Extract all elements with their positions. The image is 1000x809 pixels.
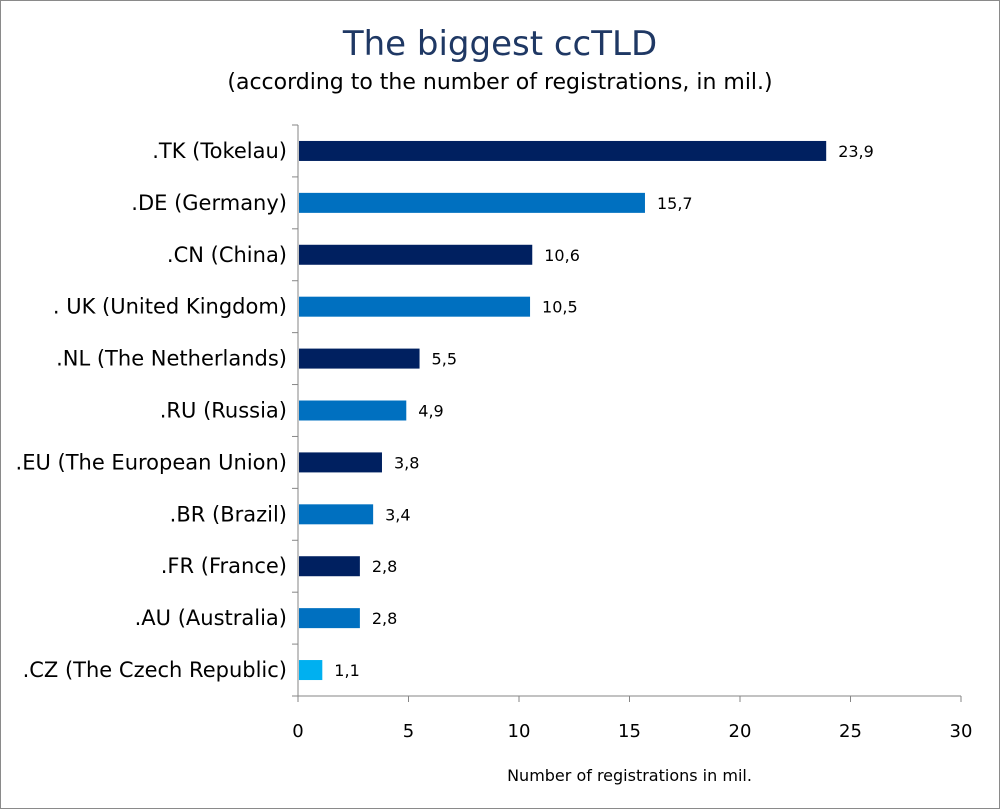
bar <box>299 192 645 213</box>
data-label: 10,5 <box>542 298 578 317</box>
data-label: 1,1 <box>334 661 359 680</box>
chart-title: The biggest ccTLD <box>342 24 658 64</box>
data-label: 5,5 <box>432 350 457 369</box>
bar <box>299 660 323 681</box>
x-tick-label: 15 <box>618 721 641 742</box>
bar <box>299 608 360 629</box>
data-label: 23,9 <box>838 142 874 161</box>
x-tick-label: 0 <box>292 721 303 742</box>
bar <box>299 244 533 265</box>
x-tick-label: 5 <box>403 721 414 742</box>
x-axis-label: Number of registrations in mil. <box>507 766 752 785</box>
data-label: 3,4 <box>385 505 410 524</box>
category-label: .EU (The European Union) <box>16 450 287 474</box>
x-tick-label: 20 <box>729 721 752 742</box>
data-label: 10,6 <box>544 246 580 265</box>
category-label: .TK (Tokelau) <box>152 139 287 163</box>
bar <box>299 400 407 421</box>
bar <box>299 140 827 161</box>
chart-subtitle: (according to the number of registration… <box>227 70 773 95</box>
x-tick-label: 10 <box>508 721 531 742</box>
bar <box>299 452 382 473</box>
bar <box>299 504 374 525</box>
category-label: .CZ (The Czech Republic) <box>23 658 287 682</box>
category-label: .NL (The Netherlands) <box>56 347 287 371</box>
data-label: 2,8 <box>372 557 397 576</box>
category-label: .AU (Australia) <box>135 606 287 630</box>
category-label: .RU (Russia) <box>160 399 287 423</box>
category-label: .FR (France) <box>161 554 287 578</box>
data-label: 3,8 <box>394 453 419 472</box>
category-label: .DE (Germany) <box>131 191 287 215</box>
data-label: 2,8 <box>372 609 397 628</box>
category-label: . UK (United Kingdom) <box>53 295 287 319</box>
data-label: 4,9 <box>418 402 443 421</box>
x-tick-label: 30 <box>950 721 973 742</box>
bar <box>299 556 360 577</box>
data-label: 15,7 <box>657 194 693 213</box>
category-label: .BR (Brazil) <box>170 502 287 526</box>
bar <box>299 348 420 369</box>
x-tick-label: 25 <box>839 721 862 742</box>
bar <box>299 296 531 317</box>
category-label: .CN (China) <box>167 243 287 267</box>
